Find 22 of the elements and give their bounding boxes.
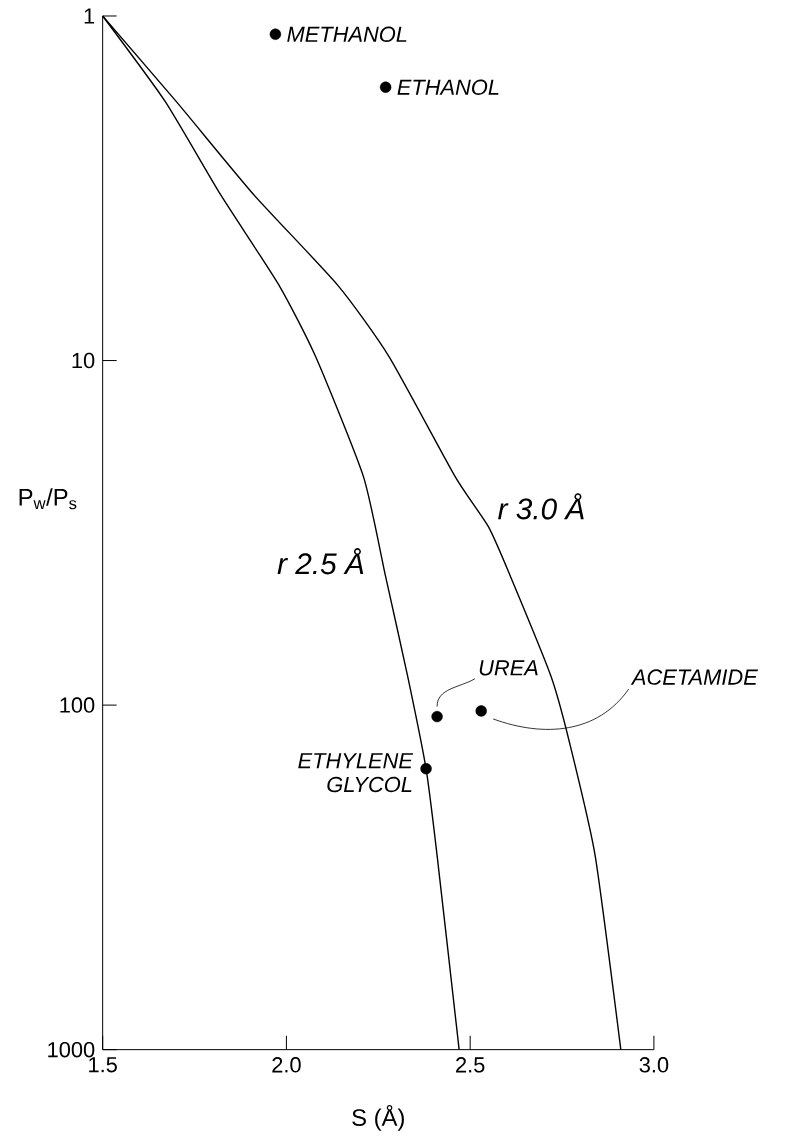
series-label: METHANOL [287,26,407,43]
x-axis-title: S (Å) [352,1105,404,1131]
annotation: r 3.0 Å [497,493,584,520]
text: ACETAMIDE [630,669,758,685]
text: UREA [479,660,538,676]
point [475,705,487,717]
point [379,81,392,93]
y-axis-title: P$_{w}$/P$_{s}$ [19,488,77,510]
point [269,28,281,40]
point [420,763,432,775]
series-label: ETHYLENE GLYCOL [298,753,413,793]
y-tick-label: 1 [84,8,94,24]
y-tick-label: 10 [72,352,95,369]
annotation: r 2.5 Å [277,548,364,575]
x-tick-label: 3.0 [639,1057,669,1073]
x-tick-label: 2.0 [272,1057,301,1073]
y-tick-label: 1000 [48,1041,95,1058]
x-tick-label: 2.5 [455,1057,485,1073]
series-label: ETHANOL [397,79,499,95]
x-tick-label: 1.5 [88,1057,117,1073]
point [431,710,443,723]
y-tick-label: 100 [60,697,95,713]
